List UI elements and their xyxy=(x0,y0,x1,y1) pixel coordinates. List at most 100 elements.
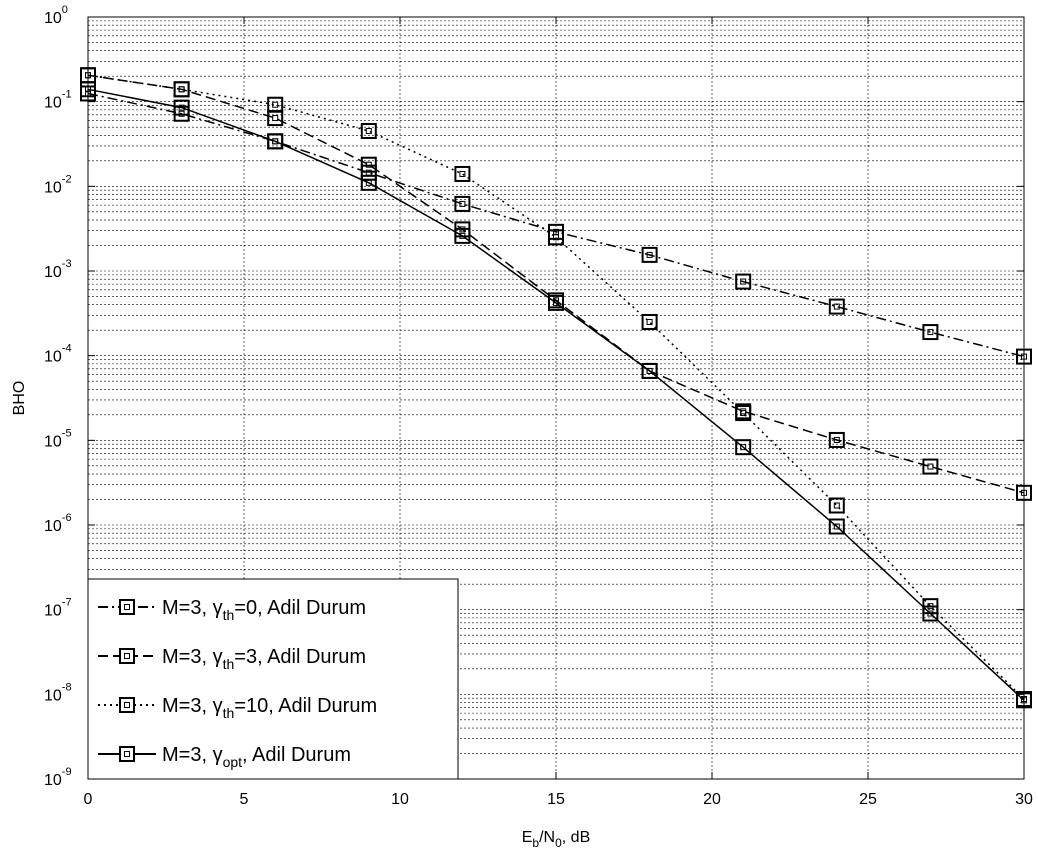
x-tick-label: 10 xyxy=(391,791,409,808)
data-point-marker-inner xyxy=(459,170,466,177)
data-point-marker xyxy=(360,174,377,191)
y-tick-label: 10-5 xyxy=(44,427,72,450)
data-point-marker xyxy=(360,156,377,173)
legend-label: M=3, γth=3, Adil Durum xyxy=(162,646,366,672)
data-point-marker xyxy=(173,99,190,116)
data-point-marker-inner xyxy=(646,318,653,325)
legend-marker xyxy=(119,599,135,615)
data-point-marker xyxy=(1016,484,1032,501)
data-point-marker xyxy=(922,605,939,622)
data-point-marker-inner xyxy=(365,179,372,186)
y-tick-label: 10-9 xyxy=(44,766,72,789)
data-point-marker-inner xyxy=(272,138,279,145)
x-tick-label: 0 xyxy=(84,791,93,808)
data-point-marker xyxy=(641,362,658,379)
data-point-marker xyxy=(1016,692,1032,709)
data-point-marker xyxy=(267,110,284,127)
y-tick-label: 10-8 xyxy=(44,681,72,704)
data-point-marker-inner xyxy=(553,299,559,306)
data-point-marker-inner xyxy=(646,367,653,374)
legend-item: M=3, γth=0, Adil Durum xyxy=(98,597,366,623)
data-point-marker-inner xyxy=(646,251,653,258)
data-point-marker-inner xyxy=(927,329,934,336)
series-line xyxy=(87,74,1025,700)
data-point-marker-inner xyxy=(927,610,934,617)
data-point-marker-inner xyxy=(365,161,372,168)
y-tick-label: 10-6 xyxy=(44,512,72,535)
data-point-marker-inner xyxy=(365,128,372,135)
data-point-marker xyxy=(735,405,752,422)
y-tick-labels: 100 10-1 10-2 10-3 10-4 10-5 10-6 10-7 10-8 10-9 xyxy=(44,4,72,789)
legend-marker-inner xyxy=(124,702,130,708)
data-point-marker xyxy=(173,81,190,98)
data-point-marker-inner xyxy=(1021,697,1027,704)
data-point-marker-inner xyxy=(833,502,840,509)
data-point-marker xyxy=(454,165,471,182)
y-tick-label: 10-7 xyxy=(44,597,72,620)
data-point-marker xyxy=(267,96,284,113)
y-tick-label: 10-4 xyxy=(44,343,72,366)
legend-marker xyxy=(119,746,135,762)
data-point-marker-inner xyxy=(85,86,91,93)
legend: M=3, γth=0, Adil Durum M=3, γth=3, Adil D… xyxy=(87,578,459,780)
data-point-marker-inner xyxy=(740,278,747,285)
data-point-marker-inner xyxy=(85,72,91,79)
data-point-marker-inner xyxy=(553,234,559,241)
series-layer xyxy=(80,67,1032,709)
legend-label: M=3, γth=0, Adil Durum xyxy=(162,597,366,623)
y-tick-label: 100 xyxy=(44,4,68,27)
data-point-marker xyxy=(548,229,564,246)
data-point-marker-inner xyxy=(740,444,747,451)
y-tick-label: 10-2 xyxy=(44,173,72,196)
legend-items: M=3, γth=0, Adil Durum M=3, γth=3, Adil D… xyxy=(98,597,377,770)
data-point-marker-inner xyxy=(459,200,466,207)
data-point-marker xyxy=(922,324,939,341)
x-tick-label: 25 xyxy=(859,791,877,808)
legend-item: M=3, γth=10, Adil Durum xyxy=(98,695,377,721)
series-4 xyxy=(80,81,1032,709)
series-line xyxy=(87,92,1025,358)
legend-marker-inner xyxy=(124,751,130,757)
legend-label: M=3, γopt, Adil Durum xyxy=(162,744,351,770)
data-point-marker-inner xyxy=(459,232,466,239)
data-point-marker xyxy=(548,294,564,311)
data-point-marker xyxy=(828,298,845,315)
legend-box xyxy=(87,578,459,780)
x-tick-label: 15 xyxy=(547,791,565,808)
data-point-marker xyxy=(80,81,96,98)
data-point-marker xyxy=(454,195,471,212)
x-tick-label: 30 xyxy=(1015,791,1033,808)
data-point-marker xyxy=(828,431,845,448)
x-axis-label: Eb/N0, dB xyxy=(522,829,591,850)
legend-marker xyxy=(119,697,135,713)
series-line xyxy=(87,88,1025,701)
legend-marker-inner xyxy=(124,604,130,610)
data-point-marker xyxy=(1016,348,1032,365)
data-point-marker-inner xyxy=(272,101,279,108)
legend-item: M=3, γth=3, Adil Durum xyxy=(98,646,366,672)
legend-label: M=3, γth=10, Adil Durum xyxy=(162,695,377,721)
data-point-marker xyxy=(735,439,752,456)
data-point-marker-inner xyxy=(927,463,934,470)
data-point-marker-inner xyxy=(178,86,185,93)
y-tick-label: 10-1 xyxy=(44,89,72,112)
data-point-marker xyxy=(360,123,377,140)
data-point-marker xyxy=(735,273,752,290)
y-tick-label: 10-3 xyxy=(44,258,72,281)
legend-marker-inner xyxy=(124,653,130,659)
data-point-marker xyxy=(828,518,845,535)
legend-marker xyxy=(119,648,135,664)
x-tick-label: 20 xyxy=(703,791,721,808)
data-point-marker xyxy=(454,227,471,244)
data-point-marker-inner xyxy=(833,303,840,310)
data-point-marker xyxy=(641,313,658,330)
x-tick-label: 5 xyxy=(240,791,249,808)
data-point-marker-inner xyxy=(178,104,185,111)
data-point-marker xyxy=(641,246,658,263)
data-point-marker-inner xyxy=(272,115,279,122)
data-point-marker xyxy=(922,458,939,475)
data-point-marker-inner xyxy=(1021,353,1027,360)
data-point-marker-inner xyxy=(833,436,840,443)
data-point-marker xyxy=(828,497,845,514)
